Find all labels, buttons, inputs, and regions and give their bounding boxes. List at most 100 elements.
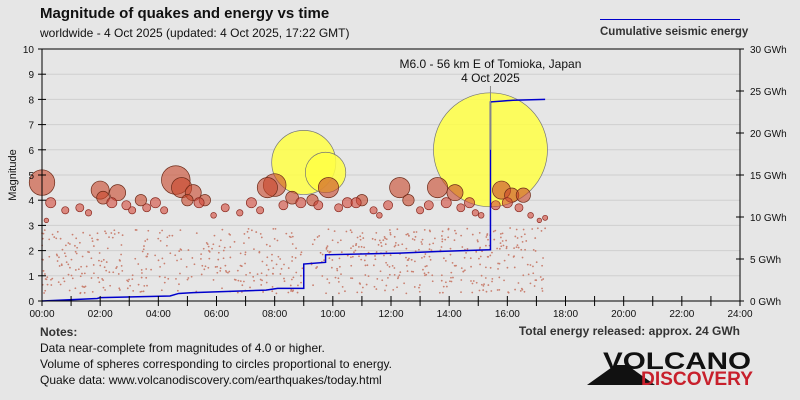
y2-tick-label: 0 GWh bbox=[750, 297, 781, 308]
minor-quake-dot bbox=[489, 254, 492, 257]
minor-quake-dot bbox=[501, 232, 504, 235]
minor-quake-dot bbox=[98, 259, 100, 262]
minor-quake-dot bbox=[64, 255, 67, 258]
volcano-icon bbox=[587, 365, 655, 385]
quake-circle bbox=[256, 177, 278, 199]
minor-quake-dot bbox=[74, 244, 76, 247]
y2-tick-label: 10 GWh bbox=[750, 213, 787, 224]
minor-quake-dot bbox=[247, 236, 250, 239]
minor-quake-dot bbox=[380, 241, 382, 244]
minor-quake-dot bbox=[46, 283, 49, 286]
minor-quake-dot bbox=[367, 275, 370, 278]
minor-quake-dot bbox=[450, 271, 453, 274]
minor-quake-dot bbox=[482, 289, 485, 291]
minor-quake-dot bbox=[520, 287, 523, 290]
minor-quake-dot bbox=[325, 292, 327, 295]
minor-quake-dot bbox=[503, 279, 505, 282]
minor-quake-dot bbox=[180, 249, 183, 251]
minor-quake-dot bbox=[363, 246, 366, 249]
minor-quake-dot bbox=[499, 236, 502, 239]
minor-quake-dot bbox=[533, 285, 536, 287]
minor-quake-dot bbox=[185, 265, 188, 268]
minor-quake-dot bbox=[356, 291, 359, 294]
minor-quake-dot bbox=[297, 284, 299, 287]
minor-quake-dot bbox=[361, 286, 364, 289]
minor-quake-dot bbox=[441, 291, 444, 294]
minor-quake-dot bbox=[126, 279, 129, 282]
minor-quake-dot bbox=[191, 257, 194, 259]
minor-quake-dot bbox=[337, 280, 340, 283]
minor-quake-dot bbox=[147, 229, 150, 232]
minor-quake-dot bbox=[44, 273, 46, 275]
minor-quake-dot bbox=[432, 242, 435, 245]
minor-quake-dot bbox=[271, 290, 274, 293]
minor-quake-dot bbox=[398, 274, 401, 277]
minor-quake-dot bbox=[244, 251, 247, 254]
minor-quake-dot bbox=[50, 278, 52, 281]
quake-circle bbox=[389, 177, 411, 199]
minor-quake-dot bbox=[76, 246, 79, 249]
minor-quake-dot bbox=[451, 261, 454, 264]
minor-quake-dot bbox=[245, 273, 247, 276]
minor-quake-dot bbox=[274, 228, 277, 230]
x-tick-label: 10:00 bbox=[320, 309, 345, 320]
quake-circle bbox=[134, 194, 147, 207]
minor-quake-dot bbox=[108, 271, 111, 274]
minor-quake-dot bbox=[487, 284, 490, 286]
minor-quake-dot bbox=[63, 280, 66, 283]
minor-quake-dot bbox=[363, 259, 366, 262]
minor-quake-dot bbox=[207, 245, 210, 248]
quake-circle bbox=[456, 203, 466, 213]
minor-quake-dot bbox=[260, 236, 263, 239]
minor-quake-dot bbox=[450, 276, 452, 279]
minor-quake-dot bbox=[428, 248, 431, 251]
minor-quake-dot bbox=[312, 284, 314, 287]
minor-quake-dot bbox=[237, 279, 240, 282]
minor-quake-dot bbox=[507, 291, 510, 293]
minor-quake-dot bbox=[350, 231, 353, 234]
minor-quake-dot bbox=[364, 274, 367, 276]
minor-quake-dot bbox=[526, 263, 529, 266]
minor-quake-dot bbox=[471, 282, 474, 285]
minor-quake-dot bbox=[202, 247, 205, 250]
minor-quake-dot bbox=[56, 230, 59, 233]
minor-quake-dot bbox=[48, 255, 51, 258]
minor-quake-dot bbox=[517, 282, 520, 284]
minor-quake-dot bbox=[498, 276, 501, 279]
minor-quake-dot bbox=[391, 264, 394, 267]
minor-quake-dot bbox=[532, 272, 535, 275]
minor-quake-dot bbox=[461, 246, 464, 248]
minor-quake-dot bbox=[534, 237, 537, 239]
minor-quake-dot bbox=[328, 257, 331, 260]
minor-quake-dot bbox=[491, 251, 493, 254]
minor-quake-dot bbox=[340, 251, 343, 254]
minor-quake-dot bbox=[157, 237, 160, 240]
quake-circle bbox=[181, 194, 194, 207]
minor-quake-dot bbox=[105, 269, 108, 272]
minor-quake-dot bbox=[338, 265, 341, 268]
minor-quake-dot bbox=[405, 292, 408, 295]
minor-quake-dot bbox=[283, 277, 285, 280]
minor-quake-dot bbox=[67, 242, 70, 244]
minor-quake-dot bbox=[126, 287, 129, 290]
minor-quake-dot bbox=[486, 255, 489, 258]
minor-quake-dot bbox=[158, 275, 161, 278]
minor-quake-dot bbox=[67, 273, 70, 276]
minor-quake-dot bbox=[292, 276, 295, 279]
minor-quake-dot bbox=[295, 247, 297, 250]
minor-quake-dot bbox=[470, 280, 472, 282]
minor-quake-dot bbox=[277, 255, 280, 258]
minor-quake-dot bbox=[362, 237, 365, 239]
minor-quake-dot bbox=[260, 284, 263, 286]
minor-quake-dot bbox=[96, 232, 99, 235]
minor-quake-dot bbox=[521, 256, 524, 259]
quake-circle bbox=[96, 190, 110, 205]
minor-quake-dot bbox=[179, 272, 181, 275]
minor-quake-dot bbox=[141, 272, 143, 274]
minor-quake-dot bbox=[365, 283, 368, 286]
minor-quake-dot bbox=[483, 283, 485, 286]
minor-quake-dot bbox=[440, 235, 443, 237]
minor-quake-dot bbox=[140, 276, 143, 279]
minor-quake-dot bbox=[463, 269, 466, 272]
minor-quake-dot bbox=[531, 228, 534, 230]
